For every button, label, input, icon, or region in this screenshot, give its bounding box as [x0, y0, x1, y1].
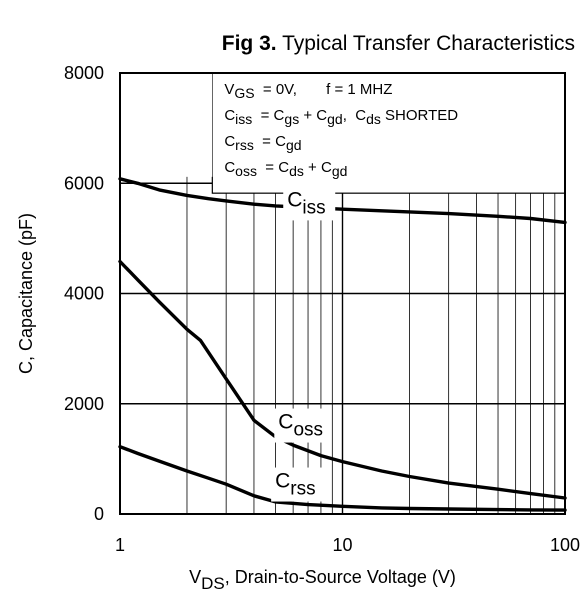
y-tick-label: 6000	[64, 173, 104, 193]
legend-left-mask	[120, 73, 213, 177]
legend-text: C	[224, 107, 235, 124]
legend-text: + C	[304, 159, 332, 176]
legend-text: , C	[343, 107, 367, 124]
series-label-main: C	[275, 470, 290, 493]
legend-subscript: gs	[284, 111, 299, 127]
x-tick-label: 100	[550, 535, 580, 555]
legend-text: V	[224, 81, 234, 98]
series-label-coss: Coss	[278, 411, 323, 441]
tick-labels: 0 2000 4000 6000 8000 1 10 100	[64, 63, 580, 555]
legend-background	[211, 72, 566, 194]
legend-subscript: gd	[332, 163, 348, 179]
legend-text: = C	[257, 159, 289, 176]
legend-line-1: VGS = 0V, f = 1 MHZ	[224, 81, 392, 101]
figure-number: Fig 3.	[222, 32, 277, 55]
x-axis-label: VDS, Drain-to-Source Voltage (V)	[189, 567, 456, 593]
legend-text: C	[224, 159, 235, 176]
legend-text: C	[224, 133, 235, 150]
legend-subscript: gd	[327, 111, 343, 127]
legend-subscript: GS	[234, 85, 254, 101]
plot-frame	[119, 72, 566, 515]
y-axis-label: C, Capacitance (pF)	[16, 213, 36, 374]
x-label-main: V	[189, 567, 201, 587]
legend-text: = 0V, f = 1 MHZ	[255, 81, 393, 98]
legend-line-2: Ciss = Cgs + Cgd, Cds SHORTED	[224, 107, 458, 127]
series-label-sub: rss	[290, 479, 315, 500]
legend-text: = C	[254, 133, 286, 150]
legend-subscript: ds	[366, 111, 381, 127]
chart-title-text: Typical Transfer Characteristics	[282, 32, 575, 55]
series-label-main: C	[278, 411, 293, 434]
x-tick-label: 1	[115, 535, 125, 555]
legend-line-3: Crss = Cgd	[224, 133, 301, 153]
y-tick-label: 2000	[64, 394, 104, 414]
x-label-sub: DS	[201, 574, 225, 593]
x-tick-label: 10	[332, 535, 352, 555]
series-label-ciss: Ciss	[287, 188, 325, 218]
chart-title: Fig 3. Typical Transfer Characteristics	[222, 32, 575, 55]
legend-subscript: gd	[286, 137, 302, 153]
series-label-main: C	[287, 188, 302, 211]
legend-subscript: rss	[235, 137, 254, 153]
legend-text: + C	[299, 107, 327, 124]
y-tick-label: 8000	[64, 63, 104, 83]
y-tick-label: 4000	[64, 284, 104, 304]
series-label-crss: Crss	[275, 470, 316, 500]
series-line-crss	[118, 445, 567, 512]
series-label-sub: iss	[302, 197, 325, 218]
legend-text: = C	[252, 107, 284, 124]
series-label-bg	[271, 467, 324, 502]
series-label-bg	[283, 186, 336, 221]
legend-subscript: oss	[235, 163, 257, 179]
series-label-sub: oss	[293, 420, 323, 441]
x-label-rest: , Drain-to-Source Voltage (V)	[225, 567, 456, 587]
series-line-coss	[118, 259, 567, 500]
legend-subscript: ds	[289, 163, 304, 179]
legend-text: SHORTED	[381, 107, 458, 124]
legend-subscript: iss	[235, 111, 252, 127]
series-label-bg	[274, 408, 327, 443]
y-tick-label: 0	[94, 504, 104, 524]
legend-line-4: Coss = Cds + Cgd	[224, 159, 347, 179]
